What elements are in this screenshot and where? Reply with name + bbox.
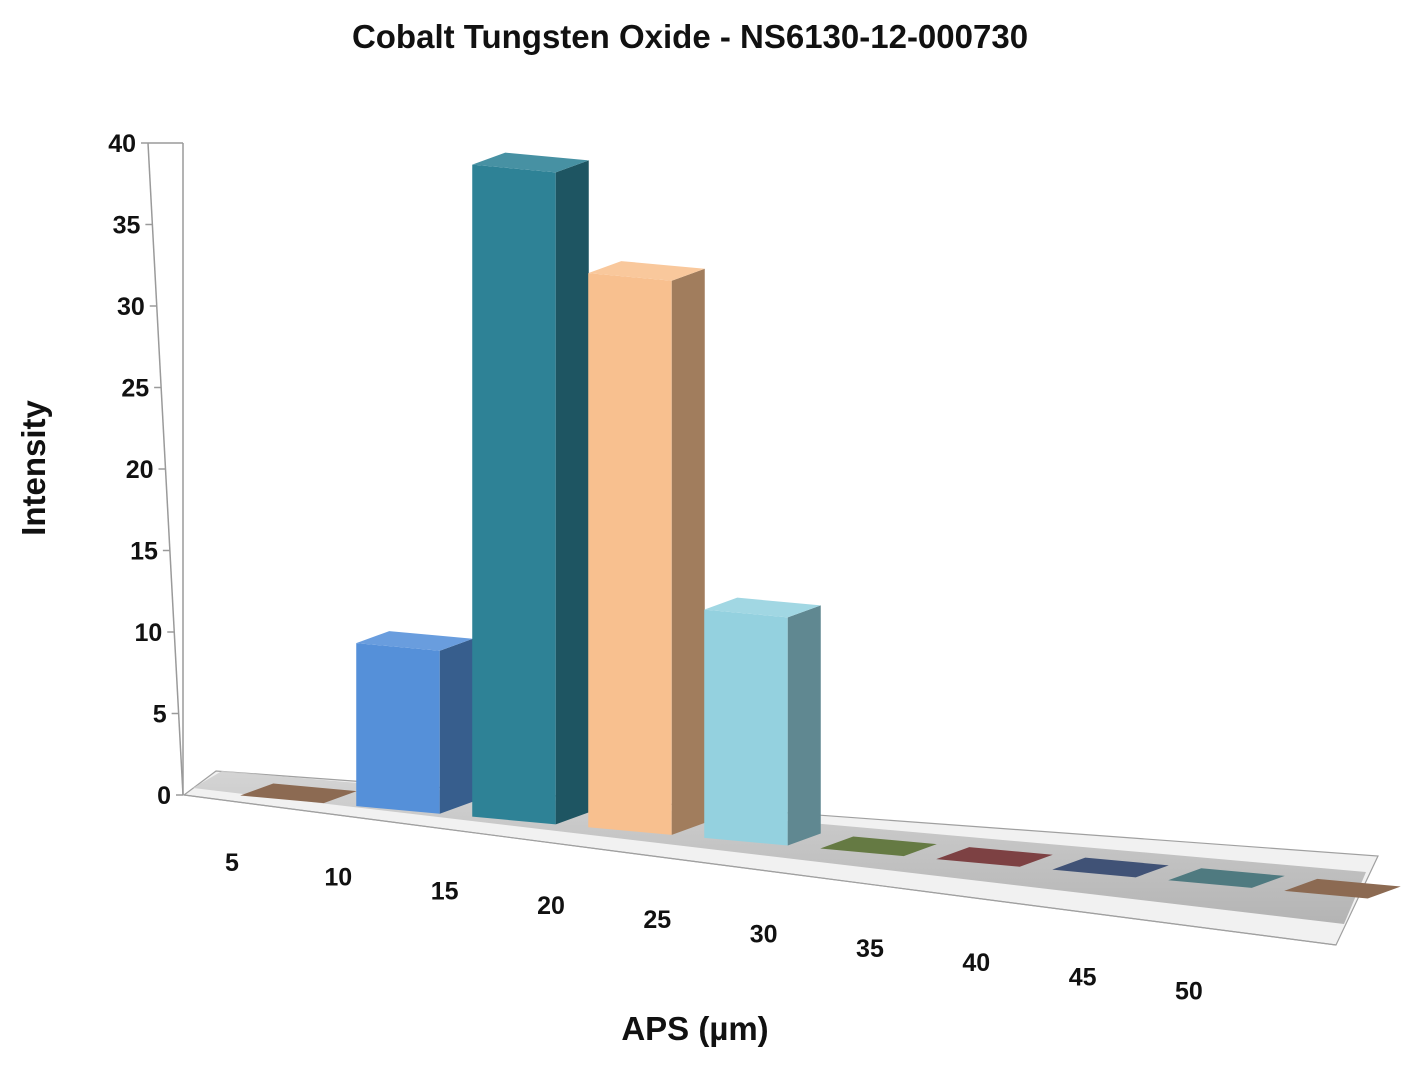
x-axis-ticks: 5 10 15 20 25 30 35 40 45 50	[225, 849, 1203, 1006]
y-tick-label: 30	[117, 293, 145, 321]
bar-front	[356, 643, 440, 814]
bar-tile	[1052, 857, 1169, 878]
bar-25	[704, 597, 821, 846]
bar-top	[588, 261, 705, 281]
y-tick-label: 35	[113, 212, 141, 240]
bar-35	[936, 847, 1053, 867]
bar-top	[472, 152, 589, 173]
bar-40	[1052, 857, 1169, 878]
bar-tile	[820, 836, 937, 857]
y-tick-label: 40	[108, 130, 136, 158]
bar-50	[1284, 878, 1401, 899]
y-tick-label: 0	[157, 782, 171, 810]
y-tick-label: 5	[153, 701, 167, 729]
bar-tile	[936, 847, 1053, 867]
x-tick-label: 20	[537, 892, 565, 920]
x-tick-label: 15	[431, 878, 459, 906]
y-tick-label: 20	[126, 456, 154, 484]
y-axis-title: Intensity	[15, 400, 52, 536]
x-tick-label: 35	[856, 935, 884, 963]
x-tick-label: 45	[1069, 963, 1097, 991]
bar-30	[820, 836, 937, 857]
bars	[240, 152, 1401, 899]
x-tick-label: 50	[1175, 978, 1203, 1006]
x-tick-label: 30	[750, 921, 778, 949]
bar-5	[240, 783, 357, 804]
bar-10	[356, 631, 473, 814]
x-tick-label: 25	[643, 906, 671, 934]
bar-top	[356, 631, 473, 651]
bar-15	[472, 152, 589, 825]
bar-side	[671, 268, 705, 835]
bar-side	[439, 638, 473, 814]
x-tick-label: 40	[962, 949, 990, 977]
x-tick-label: 10	[324, 863, 352, 891]
bar-45	[1168, 868, 1285, 888]
bar-tile	[240, 783, 357, 804]
y-axis-ticks: 0 5 10 15 20 25 30 35 40	[108, 130, 183, 810]
bar-side	[555, 160, 589, 825]
floor-front-edge	[183, 794, 1337, 946]
bar-20	[588, 261, 705, 835]
bar-top	[704, 597, 821, 618]
x-tick-label: 5	[225, 849, 239, 877]
y-tick-label: 10	[134, 619, 162, 647]
bar-tile	[1168, 868, 1285, 888]
x-axis-title: APS (µm)	[621, 1010, 768, 1047]
chart-title: Cobalt Tungsten Oxide - NS6130-12-000730	[352, 18, 1028, 55]
bar-front	[472, 164, 556, 825]
bar-front	[704, 609, 788, 846]
y-tick-label: 15	[130, 538, 158, 566]
bar-side	[787, 605, 821, 846]
y-tick-label: 25	[121, 375, 149, 403]
bar-front	[588, 273, 672, 835]
bar-tile	[1284, 878, 1401, 899]
